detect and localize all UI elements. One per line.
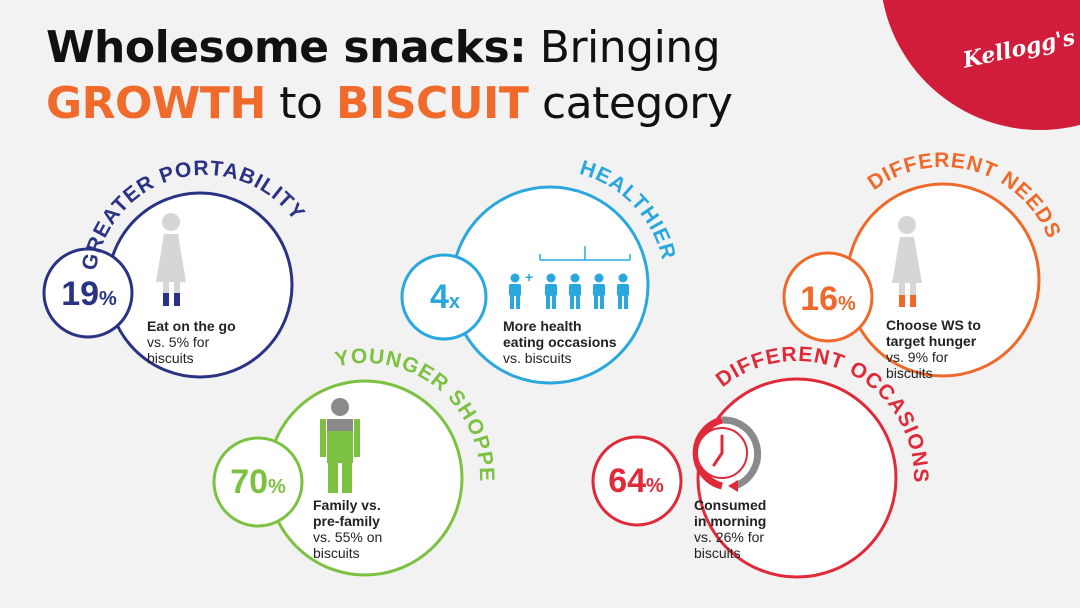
caption-line: vs. 55% on — [313, 529, 383, 545]
caption-line: biscuits — [147, 350, 194, 366]
caption-headline: Consumed — [694, 497, 767, 513]
caption-headline: in morning — [694, 513, 767, 529]
brand-corner — [880, 0, 1080, 135]
healthier-stat: 4x — [429, 278, 461, 316]
woman-icon — [892, 216, 922, 307]
caption-headline: More health — [503, 318, 582, 334]
card-younger-badge — [212, 436, 304, 528]
caption-headline: target hunger — [886, 333, 977, 349]
caption-headline: pre-family — [313, 513, 380, 529]
caption-line: vs. 26% for — [694, 529, 765, 545]
occasions-caption: Consumed in morning vs. 26% for biscuits — [694, 497, 766, 561]
title-to: to — [265, 78, 336, 129]
caption-line: biscuits — [886, 365, 933, 381]
occasions-stat: 64% — [608, 462, 664, 500]
card-healthier: HEALTHIER + — [400, 156, 679, 385]
younger-stat: 70% — [230, 463, 286, 501]
card-different-occasions: DIFFERENT OCCASIONS — [591, 343, 931, 579]
caption-headline: Family vs. — [313, 497, 381, 513]
caption-line: biscuits — [694, 545, 741, 561]
portability-caption: Eat on the go vs. 5% for biscuits — [147, 318, 236, 366]
card-occasions-badge — [591, 435, 683, 527]
caption-line: vs. 5% for — [147, 334, 210, 350]
title-biscuit: BISCUIT — [335, 78, 529, 129]
caption-line: vs. biscuits — [503, 350, 572, 366]
caption-line: vs. 9% for — [886, 349, 949, 365]
title-emphasis: Wholesome snacks: — [46, 22, 527, 73]
needs-stat: 16% — [800, 280, 856, 318]
healthier-caption: More health eating occasions vs. biscuit… — [503, 318, 617, 366]
caption-headline: Choose WS to — [886, 317, 981, 333]
younger-caption: Family vs. pre-family vs. 55% on biscuit… — [313, 497, 382, 561]
man-icon — [320, 398, 360, 493]
card-needs-badge — [782, 251, 874, 343]
title-growth: GROWTH — [46, 78, 266, 129]
clock-icon — [692, 416, 762, 492]
woman-icon — [156, 213, 186, 306]
caption-headline: eating occasions — [503, 334, 617, 350]
caption-line: biscuits — [313, 545, 360, 561]
people-group-icon: + — [509, 246, 631, 309]
needs-caption: Choose WS to target hunger vs. 9% for bi… — [886, 317, 981, 381]
portability-stat: 19% — [61, 275, 117, 313]
title-rest: Bringing — [526, 22, 721, 73]
card-portability-badge — [42, 247, 134, 339]
page-title: Wholesome snacks: Bringing GROWTH to BIS… — [46, 20, 733, 132]
caption-headline: Eat on the go — [147, 318, 236, 334]
card-healthier-badge — [400, 253, 488, 341]
title-category: category — [528, 78, 733, 129]
title-line-2: GROWTH to BISCUIT category — [46, 76, 733, 132]
title-line-1: Wholesome snacks: Bringing — [46, 20, 732, 76]
svg-text:+: + — [525, 269, 533, 285]
